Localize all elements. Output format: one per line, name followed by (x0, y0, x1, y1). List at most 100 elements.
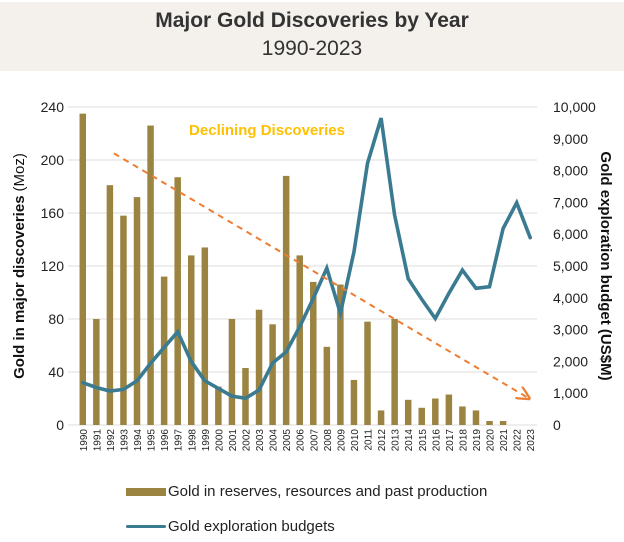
x-tick-label: 2013 (391, 429, 402, 452)
bar-2015 (418, 407, 425, 425)
x-tick-label: 1999 (201, 429, 212, 452)
exploration-budget-line (81, 117, 533, 401)
bar-2004 (269, 324, 276, 425)
legend-swatch-bar (126, 487, 166, 496)
bar-2008 (323, 346, 331, 425)
bar-2019 (472, 410, 480, 425)
x-tick-label: 2018 (458, 429, 469, 452)
bar-2021 (499, 421, 507, 425)
x-tick-label: 2001 (228, 429, 239, 452)
x-tick-label: 1991 (92, 429, 103, 452)
left-tick-label: 240 (41, 99, 65, 115)
legend-label-bars: Gold in reserves, resources and past pro… (168, 483, 488, 500)
x-tick-label: 2012 (377, 429, 388, 452)
x-tick-label: 2016 (431, 429, 442, 452)
line-series (81, 117, 533, 401)
left-tick-label: 40 (48, 364, 64, 380)
x-tick-label: 2005 (282, 429, 293, 452)
bar-1996 (160, 276, 168, 425)
x-tick-label: 2023 (526, 429, 537, 452)
bar-2006 (296, 255, 303, 425)
bar-2010 (350, 379, 358, 425)
x-tick-label: 1990 (79, 429, 90, 452)
bar-1991 (93, 319, 100, 425)
bar-2011 (364, 321, 371, 425)
right-tick-label: 8,000 (553, 163, 588, 179)
x-tick-label: 2022 (513, 429, 524, 452)
left-axis-label-main: Gold in major discoveries (11, 195, 28, 378)
right-axis: 0 1,000 2,000 3,000 4,000 5,000 6,000 7,000 8,00… (553, 99, 596, 433)
right-tick-label: 9,000 (553, 131, 588, 147)
x-tick-label: 2021 (499, 429, 510, 452)
x-tick-label: 2000 (214, 429, 225, 452)
bar-2016 (432, 398, 439, 425)
chart-title: Major Gold Discoveries by Year (155, 9, 469, 32)
bar-1993 (120, 215, 127, 425)
x-tick-label: 1993 (119, 429, 130, 452)
x-tick-label: 2011 (364, 429, 375, 451)
bar-2013 (391, 319, 398, 425)
right-tick-label: 7,000 (553, 194, 588, 210)
legend-label-line: Gold exploration budgets (168, 518, 335, 535)
legend-item-bars: Gold in reserves, resources and past pro… (126, 483, 487, 500)
x-tick-label: 2017 (445, 429, 456, 452)
left-tick-label: 0 (56, 417, 64, 433)
right-axis-label: Gold exploration budget (US$M) (597, 151, 614, 380)
x-tick-label: 1995 (147, 429, 158, 452)
bar-2012 (377, 410, 385, 425)
x-tick-label: 1996 (160, 429, 171, 452)
chart-subtitle: 1990-2023 (261, 37, 363, 60)
legend-swatch-line (126, 525, 166, 528)
x-tick-label: 2010 (350, 429, 361, 452)
bar-1998 (188, 255, 195, 425)
right-tick-label: 5,000 (553, 258, 588, 274)
bar-1995 (147, 125, 154, 426)
x-tick-label: 1998 (187, 429, 198, 452)
bar-2020 (486, 421, 493, 425)
trend-arrow (113, 152, 529, 398)
x-tick-label: 2019 (472, 429, 483, 452)
right-tick-label: 3,000 (553, 322, 588, 338)
left-axis-label-unit: (Moz) (11, 153, 28, 191)
bar-2007 (310, 281, 317, 425)
x-tick-label: 2004 (269, 429, 280, 452)
x-tick-label: 2008 (323, 429, 334, 452)
bar-2009 (337, 284, 344, 425)
x-tick-label: 2007 (309, 429, 320, 452)
x-tick-label: 2014 (404, 429, 415, 452)
chart-header (0, 2, 624, 71)
x-tick-label: 1992 (106, 429, 117, 452)
trend-annotation (113, 152, 529, 398)
bar-1997 (174, 177, 181, 425)
x-tick-label: 2006 (296, 429, 307, 452)
left-tick-label: 160 (41, 205, 65, 221)
x-tick-label: 2009 (336, 429, 347, 452)
left-axis: 0 40 80 120 160 200 240 (41, 99, 65, 433)
right-tick-label: 6,000 (553, 226, 588, 242)
x-tick-label: 1997 (174, 429, 185, 452)
right-tick-label: 4,000 (553, 290, 588, 306)
left-tick-label: 200 (41, 152, 65, 168)
bar-1999 (201, 247, 209, 425)
x-tick-label: 1994 (133, 429, 144, 452)
right-tick-label: 1,000 (553, 385, 588, 401)
annotation-declining-discoveries: Declining Discoveries (189, 122, 345, 139)
legend-item-line: Gold exploration budgets (126, 518, 335, 535)
x-axis: 1990 1991 1992 1993 1994 1995 1996 1997 1998 1999… (79, 429, 537, 452)
x-tick-label: 2002 (241, 429, 252, 452)
x-tick-label: 2015 (418, 429, 429, 452)
left-tick-label: 120 (41, 258, 65, 274)
bar-2018 (459, 406, 466, 425)
right-tick-label: 10,000 (553, 99, 596, 115)
bar-2017 (445, 394, 453, 425)
bar-1994 (133, 197, 141, 425)
bar-1992 (106, 185, 114, 425)
right-tick-label: 2,000 (553, 353, 588, 369)
x-tick-label: 2003 (255, 429, 266, 452)
left-axis-label: Gold in major discoveries (Moz) (11, 153, 28, 379)
bar-2003 (255, 309, 263, 425)
bar-1990 (79, 113, 87, 425)
bar-2000 (215, 386, 222, 425)
right-tick-label: 0 (553, 417, 561, 433)
